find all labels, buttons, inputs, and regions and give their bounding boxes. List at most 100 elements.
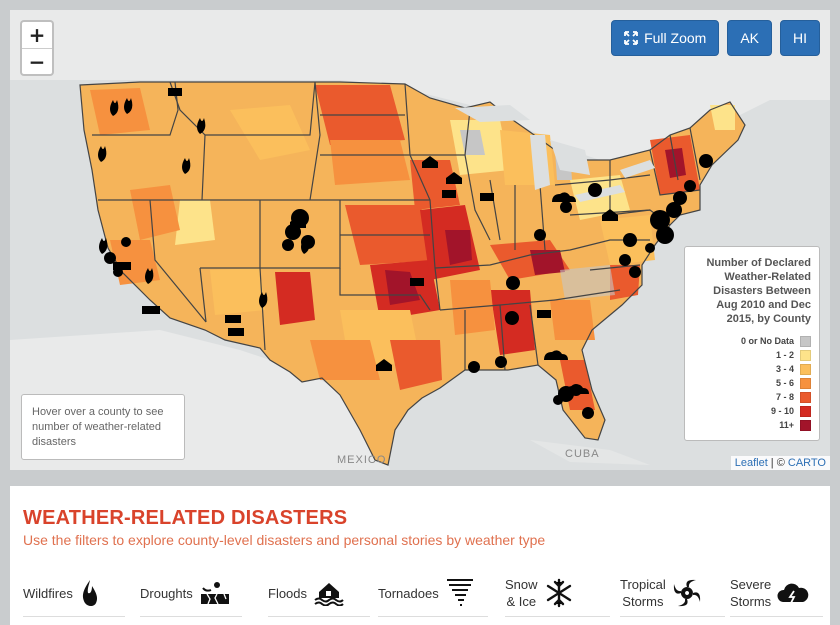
filter-droughts[interactable]: Droughts bbox=[140, 570, 242, 617]
mexico-label: MEXICO bbox=[337, 454, 387, 466]
filter-label-line2: Storms bbox=[622, 594, 664, 609]
hurricane-icon bbox=[468, 361, 480, 373]
filter-label: Tropical Storms bbox=[620, 576, 666, 610]
cracked-ground-icon bbox=[442, 190, 456, 198]
alaska-button[interactable]: AK bbox=[727, 20, 772, 56]
filter-snow-ice[interactable]: Snow & Ice bbox=[505, 570, 610, 617]
legend-item-label: 11+ bbox=[779, 420, 794, 430]
filter-label: Droughts bbox=[140, 585, 193, 601]
leaflet-link[interactable]: Leaflet bbox=[734, 457, 768, 469]
expand-icon bbox=[624, 31, 638, 45]
marker-cluster-ca bbox=[104, 237, 131, 277]
flooded-house-icon bbox=[422, 156, 438, 168]
cracked-ground-icon bbox=[537, 310, 551, 318]
zoom-out-button[interactable]: − bbox=[28, 50, 46, 74]
storm-cloud-icon bbox=[552, 192, 576, 202]
flooded-house-icon bbox=[376, 359, 392, 371]
cracked-ground-icon bbox=[113, 262, 131, 270]
snowflake-icon bbox=[588, 183, 602, 197]
legend-item-label: 9 - 10 bbox=[770, 406, 794, 416]
legend-swatch bbox=[800, 419, 811, 431]
flooded-house-icon bbox=[602, 209, 618, 221]
flame-icon bbox=[99, 238, 108, 254]
filter-wildfires[interactable]: Wildfires bbox=[23, 570, 125, 617]
flooded-house-icon bbox=[314, 583, 344, 606]
legend-title: Number of Declared Weather-Related Disas… bbox=[706, 257, 811, 325]
map-container[interactable]: MEXICO CUBA + − Full Zoom AK HI Number o… bbox=[10, 10, 830, 470]
hurricane-icon bbox=[673, 579, 700, 607]
zoom-control: + − bbox=[20, 20, 54, 76]
legend-item-label: 0 or No Data bbox=[740, 336, 794, 346]
hawaii-button[interactable]: HI bbox=[780, 20, 820, 56]
filter-label: Wildfires bbox=[23, 585, 73, 601]
legend-swatch bbox=[800, 391, 811, 403]
filter-label-line1: Severe bbox=[730, 577, 772, 592]
disaster-markers[interactable] bbox=[98, 88, 713, 419]
filter-label-line2: Storms bbox=[730, 594, 772, 609]
cracked-ground-icon bbox=[410, 278, 424, 286]
legend-item: 9 - 10 bbox=[693, 404, 811, 418]
marker-cluster-ne bbox=[619, 180, 696, 278]
legend-swatch bbox=[800, 377, 811, 389]
hurricane-icon bbox=[582, 407, 594, 419]
panel-title: WEATHER-RELATED DISASTERS bbox=[23, 507, 348, 529]
panel-subtitle: Use the filters to explore county-level … bbox=[23, 532, 546, 548]
hurricane-icon bbox=[534, 229, 546, 241]
filter-tropical-storms[interactable]: Tropical Storms bbox=[620, 570, 725, 617]
legend-item: 7 - 8 bbox=[693, 390, 811, 404]
cracked-ground-icon bbox=[142, 306, 160, 314]
legend-swatch bbox=[800, 349, 811, 361]
cracked-ground-icon bbox=[480, 193, 494, 201]
filter-label: Tornadoes bbox=[378, 585, 439, 601]
county-patches[interactable] bbox=[90, 85, 735, 410]
full-zoom-button[interactable]: Full Zoom bbox=[611, 20, 720, 56]
filter-label-line2: & Ice bbox=[506, 594, 537, 609]
attribution-separator: | © bbox=[767, 457, 788, 469]
filter-label: Floods bbox=[268, 585, 308, 601]
legend-item-label: 1 - 2 bbox=[775, 350, 794, 360]
flame-icon bbox=[145, 268, 154, 284]
storm-cloud-icon bbox=[544, 350, 568, 360]
flame-icon bbox=[259, 292, 268, 308]
filter-label-line1: Tropical bbox=[620, 577, 666, 592]
marker-cluster-fl bbox=[553, 384, 582, 405]
flame-icon bbox=[98, 146, 107, 162]
cracked-ground-icon bbox=[200, 582, 229, 605]
weather-filters: Wildfires Droughts Floods Tornadoes Snow… bbox=[23, 570, 823, 617]
flame-icon bbox=[124, 98, 133, 114]
cuba-label: CUBA bbox=[565, 448, 600, 460]
flame-icon bbox=[197, 118, 206, 134]
carto-link[interactable]: CARTO bbox=[787, 457, 826, 469]
map-attribution: Leaflet | © CARTO bbox=[730, 456, 830, 470]
filter-floods[interactable]: Floods bbox=[268, 570, 370, 617]
state-borders bbox=[79, 81, 746, 466]
hover-info-box: Hover over a county to see number of wea… bbox=[21, 394, 185, 460]
storm-cloud-icon bbox=[777, 583, 809, 604]
cracked-ground-icon bbox=[168, 88, 182, 96]
map-legend: Number of Declared Weather-Related Disas… bbox=[684, 246, 820, 441]
filter-panel: WEATHER-RELATED DISASTERS Use the filter… bbox=[10, 486, 830, 625]
tornado-icon bbox=[446, 579, 473, 606]
legend-item: 1 - 2 bbox=[693, 348, 811, 362]
legend-swatch bbox=[800, 363, 811, 375]
filter-severe-storms[interactable]: Severe Storms bbox=[730, 570, 823, 617]
legend-item: 3 - 4 bbox=[693, 362, 811, 376]
cuba-land bbox=[530, 440, 650, 465]
legend-item: 11+ bbox=[693, 418, 811, 432]
cracked-ground-icon bbox=[225, 315, 241, 323]
filter-tornadoes[interactable]: Tornadoes bbox=[378, 570, 488, 617]
legend-swatch bbox=[800, 405, 811, 417]
legend-item: 0 or No Data bbox=[693, 334, 811, 348]
snowflake-icon bbox=[546, 578, 571, 608]
legend-item-label: 7 - 8 bbox=[775, 392, 794, 402]
legend-item: 5 - 6 bbox=[693, 376, 811, 390]
zoom-in-button[interactable]: + bbox=[22, 22, 52, 49]
legend-item-label: 5 - 6 bbox=[775, 378, 794, 388]
map-view-buttons: Full Zoom AK HI bbox=[611, 20, 820, 56]
snowflake-icon bbox=[505, 311, 519, 325]
hurricane-icon bbox=[560, 201, 572, 213]
flame-icon bbox=[110, 100, 119, 116]
marker-cluster-co bbox=[282, 209, 315, 251]
filter-label: Severe Storms bbox=[730, 576, 771, 610]
hurricane-icon bbox=[495, 356, 507, 368]
